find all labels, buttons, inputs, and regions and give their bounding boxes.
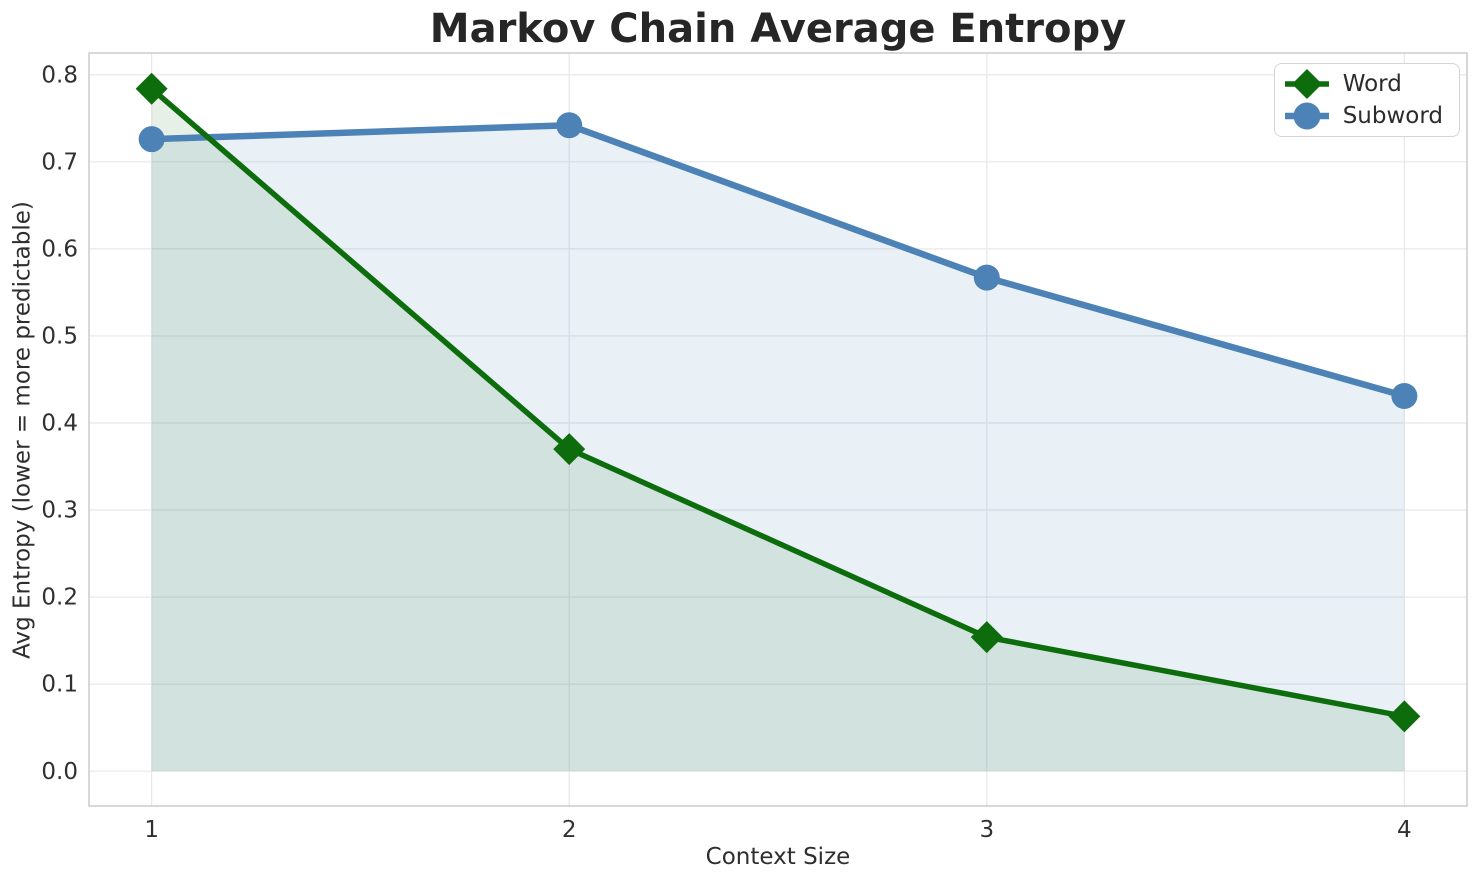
y-axis-label: Avg Entropy (lower = more predictable): [9, 201, 36, 659]
x-tick-label: 1: [144, 817, 159, 843]
word-diamond-marker-icon: [1284, 69, 1329, 99]
x-tick-label: 3: [979, 817, 994, 843]
x-tick-label: 4: [1397, 817, 1412, 843]
legend-handle-diamond-word: [1291, 69, 1322, 99]
y-tick-label: 0.3: [41, 498, 78, 524]
word-diamond-marker: [1388, 700, 1421, 733]
subword-area-fill: [151, 125, 1405, 772]
y-tick-label: 0.0: [41, 759, 78, 785]
word-line: [148, 85, 1408, 720]
subword-line: [148, 122, 1408, 400]
y-tick-label: 0.1: [41, 672, 78, 698]
word-diamond-marker: [135, 72, 168, 105]
y-tick-label: 0.6: [41, 236, 78, 262]
subword-circle-marker: [556, 112, 583, 139]
legend-handle-circle-subword: [1293, 102, 1321, 130]
chart-title: Markov Chain Average Entropy: [429, 6, 1127, 52]
legend-entry-subword: Subword: [1283, 101, 1443, 131]
x-axis-label: Context Size: [705, 844, 851, 870]
subword-circle-marker: [138, 126, 165, 153]
subword-circle-marker: [973, 264, 1000, 291]
word-diamond-marker: [970, 621, 1003, 654]
legend: Word Subword: [1273, 63, 1460, 137]
y-tick-label: 0.8: [41, 62, 78, 88]
word-diamond-marker: [553, 433, 586, 466]
plot-border: [88, 52, 1468, 807]
y-tick-label: 0.4: [41, 411, 78, 437]
subword-circle-marker-icon: [1284, 102, 1329, 130]
legend-label-word: Word: [1342, 71, 1402, 97]
y-tick-label: 0.5: [41, 324, 78, 350]
y-tick-label: 0.7: [41, 149, 78, 175]
x-tick-label: 2: [562, 817, 577, 843]
word-area-fill: [151, 88, 1405, 772]
legend-label-subword: Subword: [1342, 103, 1443, 129]
subword-circle-marker: [1391, 382, 1418, 409]
y-tick-label: 0.2: [41, 585, 78, 611]
legend-entry-word: Word: [1283, 69, 1443, 99]
